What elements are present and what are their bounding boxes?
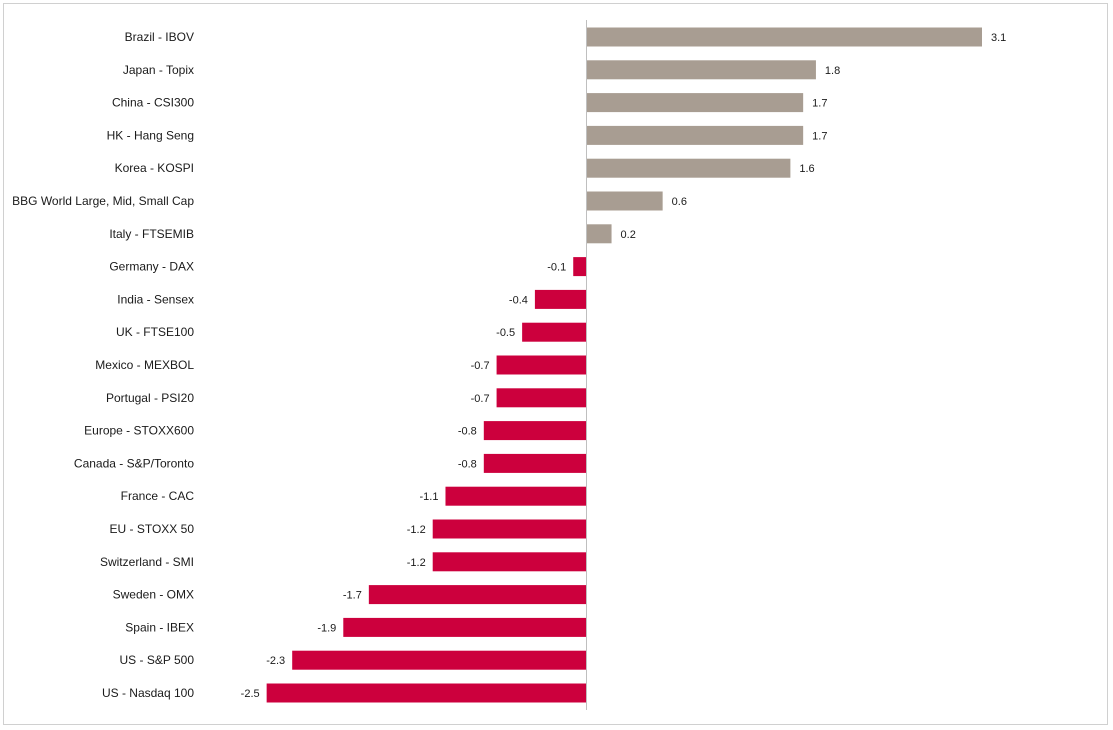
bar-us-s-p-500 (292, 650, 586, 670)
value-label-mexico-mexbol: -0.7 (471, 360, 490, 372)
value-label-hk-hang-seng: 1.7 (812, 130, 827, 142)
bar-europe-stoxx600 (483, 421, 586, 441)
category-label-korea-kospi: Korea - KOSPI (115, 161, 194, 175)
bar-france-cac (445, 486, 586, 506)
value-label-japan-topix: 1.8 (825, 65, 840, 77)
value-label-canada-s-p-toronto: -0.8 (458, 458, 477, 470)
value-label-portugal-psi20: -0.7 (471, 393, 490, 405)
value-label-india-sensex: -0.4 (509, 294, 528, 306)
bar-switzerland-smi (432, 552, 586, 572)
bar-us-nasdaq-100 (266, 683, 586, 703)
bar-canada-s-p-toronto (483, 453, 586, 473)
bar-hk-hang-seng (586, 125, 804, 145)
category-label-portugal-psi20: Portugal - PSI20 (106, 391, 194, 405)
bar-india-sensex (534, 289, 586, 309)
value-label-france-cac: -1.1 (420, 491, 439, 503)
bar-spain-ibex (343, 617, 586, 637)
value-label-germany-dax: -0.1 (547, 262, 566, 274)
value-label-bbg-world-large-mid-small-cap: 0.6 (672, 196, 687, 208)
bar-germany-dax (573, 257, 586, 277)
value-label-sweden-omx: -1.7 (343, 590, 362, 602)
category-label-hk-hang-seng: HK - Hang Seng (107, 128, 194, 142)
bar-italy-ftsemib (586, 224, 612, 244)
value-label-brazil-ibov: 3.1 (991, 32, 1006, 44)
category-label-canada-s-p-toronto: Canada - S&P/Toronto (74, 456, 194, 470)
bar-portugal-psi20 (496, 388, 586, 408)
category-label-china-csi300: China - CSI300 (112, 96, 194, 110)
value-labels-layer: 3.1 1.8 1.7 1.7 1.6 0.6 0.2 -0.1 -0.4 -0.5 -0.7 -0.… (241, 32, 1007, 700)
category-label-germany-dax: Germany - DAX (109, 260, 194, 274)
category-label-japan-topix: Japan - Topix (123, 63, 194, 77)
value-label-europe-stoxx600: -0.8 (458, 426, 477, 438)
category-label-eu-stoxx-50: EU - STOXX 50 (110, 522, 195, 536)
bar-mexico-mexbol (496, 355, 586, 375)
category-labels-layer: Brazil - IBOV Japan - Topix China - CSI300… (12, 30, 194, 700)
category-label-brazil-ibov: Brazil - IBOV (125, 30, 194, 44)
value-label-switzerland-smi: -1.2 (407, 557, 426, 569)
bar-bbg-world-large-mid-small-cap (586, 191, 663, 211)
bar-japan-topix (586, 60, 816, 80)
bar-brazil-ibov (586, 27, 982, 47)
value-label-spain-ibex: -1.9 (317, 622, 336, 634)
category-label-switzerland-smi: Switzerland - SMI (100, 555, 194, 569)
value-label-italy-ftsemib: 0.2 (621, 229, 636, 241)
bar-sweden-omx (368, 585, 586, 605)
category-label-uk-ftse100: UK - FTSE100 (116, 325, 194, 339)
value-label-china-csi300: 1.7 (812, 98, 827, 110)
bar-eu-stoxx-50 (432, 519, 586, 539)
category-label-italy-ftsemib: Italy - FTSEMIB (109, 227, 194, 241)
value-label-us-s-p-500: -2.3 (266, 655, 285, 667)
category-label-mexico-mexbol: Mexico - MEXBOL (95, 358, 194, 372)
category-label-sweden-omx: Sweden - OMX (113, 588, 194, 602)
bar-chart: 3.1 1.8 1.7 1.7 1.6 0.6 0.2 -0.1 -0.4 -0.5 -0.7 -0.… (12, 20, 1007, 710)
category-label-us-nasdaq-100: US - Nasdaq 100 (102, 686, 194, 700)
category-label-europe-stoxx600: Europe - STOXX600 (84, 424, 194, 438)
category-label-us-s-p-500: US - S&P 500 (120, 653, 195, 667)
value-label-eu-stoxx-50: -1.2 (407, 524, 426, 536)
bar-uk-ftse100 (522, 322, 586, 342)
bar-china-csi300 (586, 93, 804, 113)
value-label-uk-ftse100: -0.5 (496, 327, 515, 339)
value-label-us-nasdaq-100: -2.5 (241, 688, 260, 700)
bar-korea-kospi (586, 158, 791, 178)
category-label-bbg-world-large-mid-small-cap: BBG World Large, Mid, Small Cap (12, 194, 194, 208)
value-label-korea-kospi: 1.6 (799, 163, 814, 175)
category-label-spain-ibex: Spain - IBEX (125, 620, 194, 634)
chart-frame: 3.1 1.8 1.7 1.7 1.6 0.6 0.2 -0.1 -0.4 -0.5 -0.7 -0.… (3, 3, 1108, 725)
category-label-france-cac: France - CAC (121, 489, 195, 503)
category-label-india-sensex: India - Sensex (117, 292, 194, 306)
bars-layer (266, 27, 982, 703)
